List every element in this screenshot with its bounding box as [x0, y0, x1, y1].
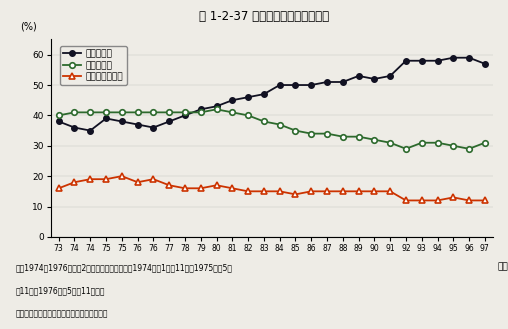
- 心の豊かさ: [419, 59, 425, 63]
- 心の豊かさ: [482, 62, 488, 66]
- Text: (%): (%): [20, 22, 37, 32]
- 一概にいえない: [277, 190, 283, 193]
- 物の豊かさ: [198, 111, 204, 114]
- 心の豊かさ: [277, 83, 283, 87]
- 物の豊かさ: [229, 111, 235, 114]
- 一概にいえない: [72, 180, 78, 184]
- 一概にいえない: [150, 177, 156, 181]
- 心の豊かさ: [182, 114, 188, 117]
- 物の豊かさ: [293, 129, 299, 133]
- 物の豊かさ: [135, 111, 141, 114]
- 一概にいえない: [213, 183, 219, 187]
- 物の豊かさ: [419, 141, 425, 145]
- 心の豊かさ: [387, 74, 393, 78]
- 物の豊かさ: [450, 144, 456, 148]
- 一概にいえない: [245, 190, 251, 193]
- 心の豊かさ: [450, 56, 456, 60]
- 心の豊かさ: [434, 59, 440, 63]
- 物の豊かさ: [466, 147, 472, 151]
- Text: （年）: （年）: [497, 263, 508, 271]
- 心の豊かさ: [150, 126, 156, 130]
- 心の豊かさ: [308, 83, 314, 87]
- 心の豊かさ: [103, 116, 109, 120]
- 心の豊かさ: [466, 56, 472, 60]
- 物の豊かさ: [213, 107, 219, 111]
- 物の豊かさ: [182, 111, 188, 114]
- 一概にいえない: [419, 198, 425, 202]
- 心の豊かさ: [213, 104, 219, 108]
- 一概にいえない: [293, 192, 299, 196]
- 一概にいえない: [450, 195, 456, 199]
- 一概にいえない: [482, 198, 488, 202]
- Line: 物の豊かさ: 物の豊かさ: [56, 107, 488, 152]
- 物の豊かさ: [119, 111, 125, 114]
- Line: 心の豊かさ: 心の豊かさ: [56, 55, 488, 133]
- 一概にいえない: [340, 190, 346, 193]
- 一概にいえない: [356, 190, 362, 193]
- 一概にいえない: [166, 183, 172, 187]
- 物の豊かさ: [150, 111, 156, 114]
- 物の豊かさ: [56, 114, 62, 117]
- 物の豊かさ: [340, 135, 346, 139]
- 物の豊かさ: [356, 135, 362, 139]
- 一概にいえない: [182, 186, 188, 190]
- 一概にいえない: [324, 190, 330, 193]
- 一概にいえない: [387, 190, 393, 193]
- 一概にいえない: [261, 190, 267, 193]
- 一概にいえない: [403, 198, 409, 202]
- 心の豊かさ: [166, 119, 172, 123]
- 物の豊かさ: [103, 111, 109, 114]
- Line: 一概にいえない: 一概にいえない: [56, 173, 488, 203]
- 心の豊かさ: [198, 107, 204, 111]
- Text: 第 1-2-37 図　国民が求める豊かさ: 第 1-2-37 図 国民が求める豊かさ: [199, 10, 329, 23]
- 物の豊かさ: [308, 132, 314, 136]
- 一概にいえない: [229, 186, 235, 190]
- 物の豊かさ: [261, 119, 267, 123]
- 物の豊かさ: [166, 111, 172, 114]
- 心の豊かさ: [72, 126, 78, 130]
- Text: 注）1974〜1976年は、2度調査を行っている（1974年：1月と11月、1975年：5月: 注）1974〜1976年は、2度調査を行っている（1974年：1月と11月、19…: [15, 263, 232, 272]
- 心の豊かさ: [261, 92, 267, 96]
- 物の豊かさ: [371, 138, 377, 142]
- Text: と11月、1976年：5月と11月）。: と11月、1976年：5月と11月）。: [15, 286, 105, 295]
- 一概にいえない: [198, 186, 204, 190]
- 一概にいえない: [135, 180, 141, 184]
- 心の豊かさ: [324, 80, 330, 84]
- 物の豊かさ: [403, 147, 409, 151]
- 物の豊かさ: [245, 114, 251, 117]
- 一概にいえない: [56, 186, 62, 190]
- 心の豊かさ: [135, 122, 141, 126]
- 心の豊かさ: [245, 95, 251, 99]
- 一概にいえない: [466, 198, 472, 202]
- 心の豊かさ: [293, 83, 299, 87]
- 物の豊かさ: [277, 122, 283, 126]
- 心の豊かさ: [119, 119, 125, 123]
- 物の豊かさ: [482, 141, 488, 145]
- 一概にいえない: [308, 190, 314, 193]
- 一概にいえない: [103, 177, 109, 181]
- 一概にいえない: [434, 198, 440, 202]
- Text: 資料：総理府「国民生活に関する世論調査」: 資料：総理府「国民生活に関する世論調査」: [15, 309, 108, 318]
- 心の豊かさ: [356, 74, 362, 78]
- 心の豊かさ: [371, 77, 377, 81]
- 物の豊かさ: [324, 132, 330, 136]
- 一概にいえない: [87, 177, 93, 181]
- 心の豊かさ: [56, 119, 62, 123]
- 物の豊かさ: [72, 111, 78, 114]
- 物の豊かさ: [387, 141, 393, 145]
- Legend: 心の豊かさ, 物の豊かさ, 一概にいえない: 心の豊かさ, 物の豊かさ, 一概にいえない: [60, 46, 127, 85]
- 物の豊かさ: [434, 141, 440, 145]
- 物の豊かさ: [87, 111, 93, 114]
- 心の豊かさ: [87, 129, 93, 133]
- 一概にいえない: [371, 190, 377, 193]
- 心の豊かさ: [229, 98, 235, 102]
- 一概にいえない: [119, 174, 125, 178]
- 心の豊かさ: [403, 59, 409, 63]
- 心の豊かさ: [340, 80, 346, 84]
